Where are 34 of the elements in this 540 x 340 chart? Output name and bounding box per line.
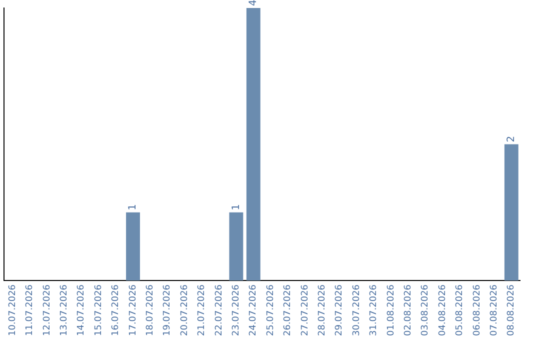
x-tick-label: 20.07.2026 bbox=[180, 284, 190, 336]
x-tick-label: 18.07.2026 bbox=[146, 284, 156, 336]
x-tick-label: 03.08.2026 bbox=[420, 284, 431, 336]
x-tick-label: 12.07.2026 bbox=[42, 284, 52, 336]
x-tick-label: 24.07.2026 bbox=[248, 284, 259, 336]
x-tick-label: 14.07.2026 bbox=[76, 284, 87, 336]
x-tick-label: 30.07.2026 bbox=[352, 284, 362, 336]
x-tick-label: 07.08.2026 bbox=[490, 284, 500, 336]
x-tick-label: 10.07.2026 bbox=[8, 284, 18, 336]
x-tick-label: 01.08.2026 bbox=[386, 284, 396, 336]
x-tick-label: 19.07.2026 bbox=[162, 284, 173, 336]
x-tick-label: 27.07.2026 bbox=[300, 284, 310, 336]
data-label: 4 bbox=[248, 0, 259, 6]
x-tick-label: 05.08.2026 bbox=[455, 284, 466, 336]
x-tick-label: 31.07.2026 bbox=[369, 284, 380, 336]
x-tick-label: 06.08.2026 bbox=[472, 284, 482, 336]
x-tick-label: 16.07.2026 bbox=[111, 284, 122, 336]
x-tick-label: 21.07.2026 bbox=[197, 284, 208, 336]
data-label: 2 bbox=[506, 136, 517, 142]
x-tick-label: 17.07.2026 bbox=[128, 284, 138, 336]
x-tick-label: 13.07.2026 bbox=[60, 284, 70, 336]
x-tick-label: 04.08.2026 bbox=[438, 284, 448, 336]
data-label: 1 bbox=[230, 204, 242, 210]
x-tick-label: 02.08.2026 bbox=[404, 284, 414, 336]
x-tick-label: 28.07.2026 bbox=[318, 284, 328, 336]
data-label: 1 bbox=[128, 204, 139, 210]
x-tick-label: 26.07.2026 bbox=[283, 284, 294, 336]
x-tick-label: 25.07.2026 bbox=[266, 284, 276, 336]
x-tick-label: 15.07.2026 bbox=[94, 284, 104, 336]
x-tick-label: 11.07.2026 bbox=[25, 284, 36, 336]
x-tick-label: 29.07.2026 bbox=[334, 284, 345, 336]
x-tick-label: 22.07.2026 bbox=[214, 284, 224, 336]
x-tick-label: 23.07.2026 bbox=[232, 284, 242, 336]
x-tick-label: 08.08.2026 bbox=[506, 284, 517, 336]
